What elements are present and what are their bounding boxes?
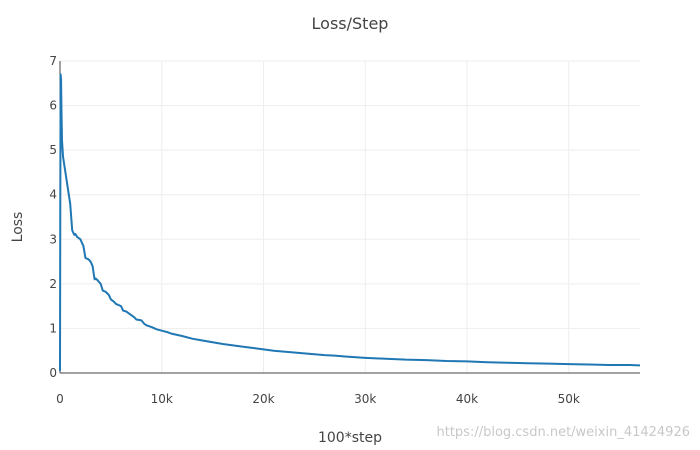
y-axis-label: Loss <box>10 212 26 243</box>
y-tick-label: 6 <box>49 99 57 113</box>
x-tick-label: 50k <box>558 392 580 406</box>
tick-labels: 0 10k 20k 30k 40k 50k 0 1 2 3 4 5 6 7 <box>49 54 580 406</box>
x-tick-label: 40k <box>456 392 478 406</box>
y-tick-label: 0 <box>49 366 57 380</box>
y-tick-label: 7 <box>49 54 57 68</box>
x-tick-label: 0 <box>56 392 64 406</box>
y-tick-label: 2 <box>49 277 57 291</box>
y-tick-label: 3 <box>49 232 57 246</box>
watermark-text: https://blog.csdn.net/weixin_41424926 <box>436 425 690 440</box>
x-tick-label: 30k <box>354 392 376 406</box>
chart-title: Loss/Step <box>312 14 389 33</box>
x-axis-label: 100*step <box>318 430 382 446</box>
y-tick-label: 4 <box>49 188 57 202</box>
loss-series-line <box>59 73 641 371</box>
y-tick-label: 1 <box>49 321 57 335</box>
x-tick-label: 20k <box>252 392 274 406</box>
x-tick-label: 10k <box>151 392 173 406</box>
series <box>59 73 641 371</box>
y-tick-label: 5 <box>49 143 57 157</box>
